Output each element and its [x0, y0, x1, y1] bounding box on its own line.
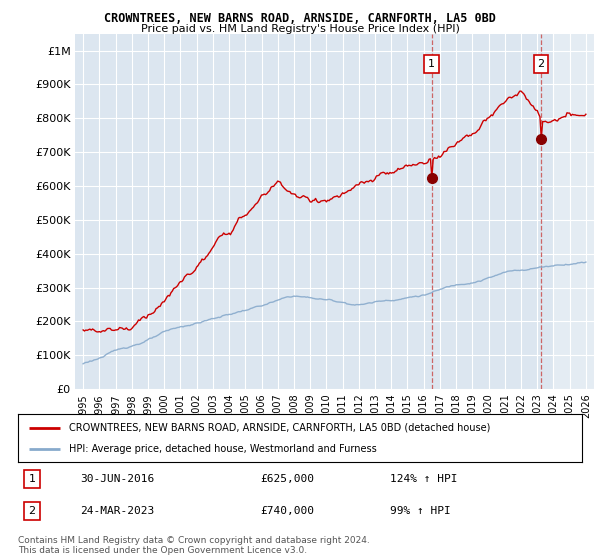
Text: CROWNTREES, NEW BARNS ROAD, ARNSIDE, CARNFORTH, LA5 0BD: CROWNTREES, NEW BARNS ROAD, ARNSIDE, CAR… [104, 12, 496, 25]
Text: 124% ↑ HPI: 124% ↑ HPI [390, 474, 458, 484]
Text: £740,000: £740,000 [260, 506, 314, 516]
Text: 2: 2 [29, 506, 35, 516]
Text: CROWNTREES, NEW BARNS ROAD, ARNSIDE, CARNFORTH, LA5 0BD (detached house): CROWNTREES, NEW BARNS ROAD, ARNSIDE, CAR… [69, 423, 490, 433]
Text: £625,000: £625,000 [260, 474, 314, 484]
Text: 24-MAR-2023: 24-MAR-2023 [80, 506, 154, 516]
Text: 2: 2 [538, 59, 545, 69]
Text: Contains HM Land Registry data © Crown copyright and database right 2024.
This d: Contains HM Land Registry data © Crown c… [18, 536, 370, 556]
Text: Price paid vs. HM Land Registry's House Price Index (HPI): Price paid vs. HM Land Registry's House … [140, 24, 460, 34]
Text: 99% ↑ HPI: 99% ↑ HPI [390, 506, 451, 516]
Text: 1: 1 [428, 59, 436, 69]
Text: 1: 1 [29, 474, 35, 484]
Text: 30-JUN-2016: 30-JUN-2016 [80, 474, 154, 484]
Text: HPI: Average price, detached house, Westmorland and Furness: HPI: Average price, detached house, West… [69, 444, 377, 454]
